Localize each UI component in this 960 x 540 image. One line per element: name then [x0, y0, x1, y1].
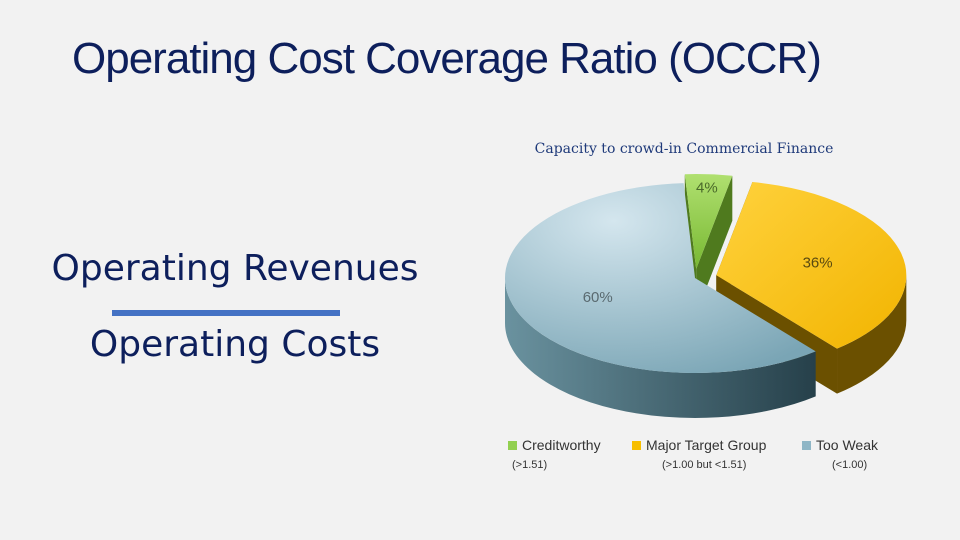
legend-label: Major Target Group [646, 437, 767, 453]
pie-slice-side [505, 278, 816, 418]
pie-slice [505, 183, 816, 373]
pie-slice [684, 174, 733, 270]
chart-title: Capacity to crowd-in Commercial Finance [534, 141, 834, 157]
legend-item-creditworthy: Creditworthy (>1.51) [508, 437, 601, 471]
legend-range: (>1.51) [512, 459, 548, 471]
pie-slice-side [837, 275, 907, 394]
legend-item-major-target-group: Major Target Group (>1.00 but <1.51) [632, 437, 766, 471]
pie-slice [716, 182, 907, 349]
pie-slice-label: 36% [803, 254, 833, 271]
legend-item-too-weak: Too Weak (<1.00) [802, 437, 878, 471]
pie-slice-label: 60% [583, 289, 613, 306]
legend-label: Too Weak [816, 437, 878, 453]
legend-swatch [802, 440, 811, 450]
fraction-line [112, 310, 340, 316]
legend-swatch [508, 440, 517, 450]
pie-slice-cut-face [696, 175, 733, 315]
legend-label: Creditworthy [522, 437, 601, 453]
formula-numerator: Operating Revenues [51, 248, 419, 289]
slide-title: Operating Cost Coverage Ratio (OCCR) [72, 34, 822, 83]
pie-chart: 4% 36% 60% [505, 174, 907, 418]
chart-legend: Creditworthy (>1.51) Major Target Group … [508, 437, 888, 482]
legend-range: (>1.00 but <1.51) [662, 459, 747, 471]
legend-range: (<1.00) [832, 459, 868, 471]
formula-denominator: Operating Costs [89, 324, 381, 365]
legend-swatch [632, 440, 641, 450]
pie-slice-label: 4% [696, 179, 718, 196]
